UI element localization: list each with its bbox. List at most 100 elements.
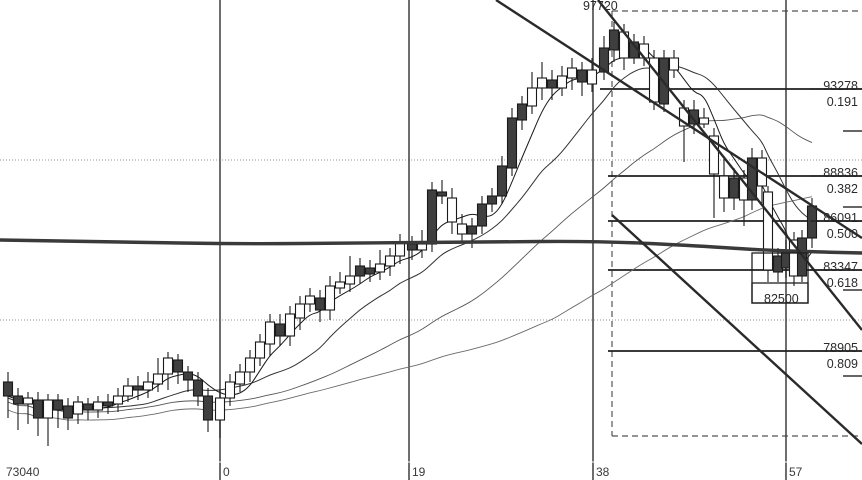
candle-body [234, 371, 246, 385]
candle[interactable] [112, 388, 124, 412]
candle[interactable] [182, 366, 194, 392]
candle[interactable] [122, 378, 134, 402]
candle[interactable] [42, 394, 54, 446]
candle-body [354, 265, 366, 277]
peak-price-label: 97720 [583, 0, 618, 13]
candle[interactable] [668, 50, 680, 78]
candle[interactable] [728, 168, 740, 210]
ma-fast-line [7, 47, 813, 410]
selection-box[interactable] [751, 252, 809, 304]
candle[interactable] [718, 156, 730, 212]
candle[interactable] [762, 186, 774, 282]
candle[interactable] [214, 390, 226, 438]
candle-body [586, 69, 598, 85]
candle[interactable] [304, 288, 316, 312]
candle[interactable] [344, 256, 356, 292]
candle[interactable] [82, 398, 94, 420]
candle-body [806, 205, 818, 239]
candle-body [42, 399, 54, 419]
candle[interactable] [192, 372, 204, 406]
candle[interactable] [72, 396, 84, 424]
candle[interactable] [2, 372, 14, 418]
candle-body [556, 75, 568, 89]
candle-body [364, 267, 376, 275]
candle[interactable] [546, 70, 558, 100]
candle[interactable] [224, 374, 236, 406]
candle[interactable] [202, 388, 214, 432]
candle[interactable] [436, 180, 448, 204]
candle[interactable] [486, 188, 498, 212]
candle-body [384, 255, 396, 267]
candle-body [102, 401, 114, 407]
candle[interactable] [294, 296, 306, 330]
candle[interactable] [234, 364, 246, 392]
trendlines[interactable] [495, 0, 862, 445]
candle-body [324, 285, 336, 311]
candle[interactable] [556, 66, 568, 96]
y-axis-low-label: 73040 [6, 465, 40, 479]
candle-body [728, 177, 740, 199]
candle[interactable] [172, 354, 184, 384]
candle[interactable] [12, 388, 24, 430]
candle-body [546, 79, 558, 89]
candle[interactable] [142, 372, 154, 398]
candle[interactable] [162, 352, 174, 390]
candle[interactable] [374, 250, 386, 280]
candle[interactable] [264, 314, 276, 356]
candle-body [162, 357, 174, 375]
trendline-upper-resistance[interactable] [495, 0, 862, 240]
candle[interactable] [132, 376, 144, 400]
candle[interactable] [354, 258, 366, 284]
candle-body [304, 295, 316, 305]
candle-body [314, 297, 326, 311]
candlestick-series[interactable] [2, 22, 818, 446]
candle[interactable] [536, 62, 548, 100]
candle[interactable] [92, 396, 104, 418]
candle-body [244, 357, 256, 373]
candle-body [526, 87, 538, 107]
candle[interactable] [506, 108, 518, 176]
candle[interactable] [456, 214, 468, 242]
candle[interactable] [526, 72, 538, 114]
candle[interactable] [476, 196, 488, 234]
candle[interactable] [22, 392, 34, 424]
candle[interactable] [384, 248, 396, 276]
candle[interactable] [576, 62, 588, 96]
candle-body [12, 395, 24, 405]
candle[interactable] [496, 156, 508, 204]
candle[interactable] [62, 398, 74, 430]
candle[interactable] [244, 350, 256, 382]
candle[interactable] [274, 314, 286, 346]
candle[interactable] [52, 394, 64, 428]
candle[interactable] [364, 260, 376, 282]
candle[interactable] [698, 108, 710, 128]
trendline-lower-resistance[interactable] [597, 0, 862, 331]
x-tick-label-0: 0 [223, 465, 230, 479]
candle[interactable] [254, 334, 266, 366]
candle[interactable] [102, 394, 114, 414]
candle[interactable] [516, 96, 528, 130]
candle-body [516, 103, 528, 121]
candle-body [762, 191, 774, 271]
candle[interactable] [314, 290, 326, 322]
candle[interactable] [746, 148, 758, 210]
candle-body [598, 47, 610, 73]
x-tick-label-57: 57 [789, 465, 803, 479]
candle[interactable] [32, 392, 44, 436]
selection-rect-lower[interactable] [751, 282, 809, 304]
candle[interactable] [152, 358, 164, 392]
candle-body [436, 191, 448, 197]
candle[interactable] [334, 272, 346, 294]
candle[interactable] [598, 36, 610, 80]
candle-body [576, 69, 588, 83]
candle[interactable] [566, 58, 578, 90]
candle[interactable] [446, 188, 458, 234]
candle[interactable] [284, 306, 296, 346]
candle-body [202, 395, 214, 421]
candle[interactable] [608, 22, 620, 62]
fib-price-label: 86091 [823, 211, 858, 225]
trendline-support-fan[interactable] [611, 214, 862, 445]
candle[interactable] [324, 276, 336, 320]
